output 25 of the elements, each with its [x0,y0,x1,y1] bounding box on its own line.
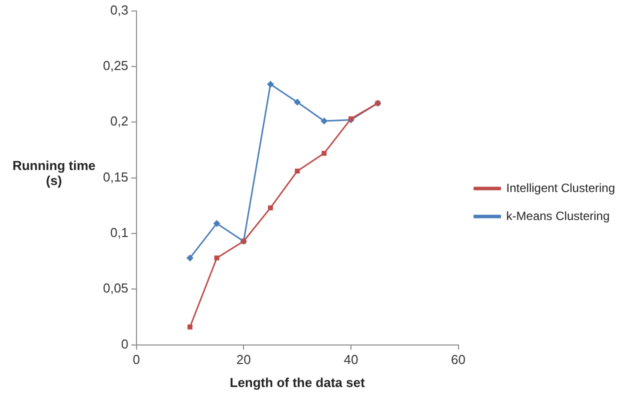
y-tick-label: 0,25 [102,58,128,74]
point [186,254,194,262]
x-axis-title: Length of the data set [230,374,366,390]
x-tick-label: 40 [344,352,358,368]
point [320,118,328,125]
y-tick-label: 0,15 [102,169,128,184]
point [322,150,327,156]
y-tick-label: 0,2 [110,114,128,129]
point [294,168,300,174]
legend-label: k-Means Clustering [506,208,610,223]
point [294,98,301,106]
x-tick-label: 20 [236,352,251,368]
point [213,220,220,227]
y-tick-label: 0,1 [110,225,128,240]
y-tick-label: 0,05 [102,280,128,296]
legend-label: Intelligent Clustering [506,180,616,195]
y-tick-label: 0,3 [110,2,128,18]
x-tick-label: 60 [451,352,466,368]
y-axis-title: Running time (s) [11,158,97,188]
y-tick-label: 0 [121,336,128,352]
point [187,324,192,330]
x-tick-label: 0 [132,352,140,368]
point [214,255,220,260]
point [266,80,274,88]
point [268,205,273,210]
